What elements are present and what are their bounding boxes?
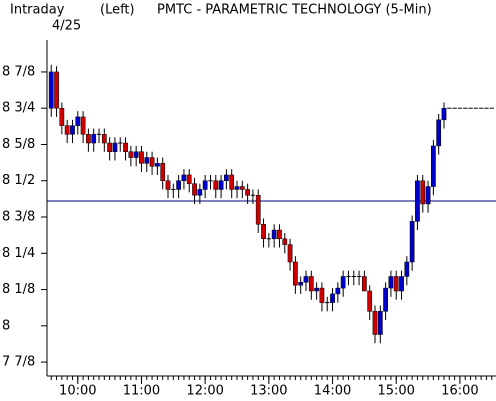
- candle-body: [234, 186, 240, 190]
- candle-body: [303, 276, 309, 283]
- x-tick-label: 14:00: [314, 384, 351, 399]
- y-tick-label: 8 1/8: [2, 282, 35, 297]
- candle-body: [239, 186, 245, 190]
- x-tick-label: 12:00: [186, 384, 223, 399]
- candle-body: [271, 229, 277, 240]
- candle-body: [218, 180, 224, 190]
- y-tick-label: 8 1/2: [2, 173, 35, 188]
- candle-body: [441, 107, 447, 121]
- candle-body: [330, 293, 335, 303]
- candle-body: [128, 151, 134, 158]
- candle-body: [436, 119, 442, 147]
- candle-body: [293, 261, 298, 286]
- candle-body: [107, 142, 112, 152]
- x-tick-label: 11:00: [123, 384, 160, 399]
- y-tick-label: 8: [2, 318, 10, 333]
- y-tick-label: 7 7/8: [2, 355, 35, 370]
- x-tick-label: 10:00: [59, 384, 96, 399]
- candle-body: [277, 229, 282, 240]
- x-tick-label: 16:00: [441, 384, 478, 399]
- candle-body: [340, 276, 346, 289]
- candle-body: [213, 180, 219, 190]
- candle-body: [261, 224, 266, 240]
- candle-body: [314, 287, 319, 292]
- candle-body: [388, 276, 394, 289]
- candle-body: [282, 238, 288, 245]
- candle-body: [399, 276, 404, 292]
- chart-date: 4/25: [52, 19, 81, 34]
- chart-title: PMTC - PARAMETRIC TECHNOLOGY (5-Min): [157, 3, 432, 18]
- candle-body: [101, 134, 107, 144]
- candle-body: [383, 287, 388, 312]
- candle-body: [155, 163, 160, 167]
- y-tick-label: 8 3/8: [2, 210, 35, 225]
- candle-body: [181, 174, 187, 181]
- candle-body: [415, 180, 420, 222]
- candle-body: [64, 125, 70, 135]
- candle-body: [149, 157, 155, 167]
- candle-body: [335, 287, 341, 295]
- candle-body: [75, 116, 81, 126]
- candle-body: [255, 195, 261, 225]
- candle-body: [70, 125, 75, 135]
- candle-body: [229, 174, 235, 190]
- candle-body: [186, 174, 192, 184]
- candle-body: [404, 261, 410, 277]
- x-tick-label: 13:00: [250, 384, 287, 399]
- candle-body: [431, 145, 436, 187]
- candle-body: [123, 142, 128, 152]
- y-tick-label: 8 3/4: [2, 101, 35, 116]
- candle-body: [420, 180, 426, 205]
- y-tick-label: 8 7/8: [2, 64, 35, 79]
- candle-body: [308, 276, 314, 292]
- candle-body: [176, 180, 181, 190]
- candle-body: [112, 142, 118, 152]
- candle-body: [80, 116, 86, 135]
- candle-body: [362, 276, 367, 292]
- candle-body: [393, 276, 399, 292]
- axis-side: (Left): [100, 3, 135, 18]
- candle-body: [59, 107, 65, 126]
- candle-body: [144, 157, 150, 164]
- chart-label: Intraday: [10, 3, 65, 18]
- candle-body: [48, 71, 54, 109]
- candle-body: [287, 244, 293, 263]
- candle-body: [160, 163, 166, 181]
- candle-body: [298, 282, 304, 286]
- candle-body: [425, 186, 431, 205]
- x-tick-label: 15:00: [377, 384, 414, 399]
- candle-body: [133, 151, 139, 158]
- candle-body: [54, 71, 59, 109]
- y-tick-label: 8 1/4: [2, 246, 35, 261]
- y-tick-label: 8 5/8: [2, 137, 35, 152]
- candle-body: [245, 189, 250, 196]
- candle-body: [319, 287, 325, 303]
- candle-body: [202, 180, 208, 190]
- candle-body: [367, 290, 373, 312]
- candle-body: [192, 183, 197, 196]
- candle-body: [224, 174, 229, 181]
- candle-body: [377, 311, 383, 335]
- candle-body: [165, 180, 171, 190]
- candle-body: [409, 221, 415, 263]
- candle-body: [139, 151, 144, 164]
- candle-body: [372, 311, 378, 335]
- candle-body: [91, 134, 97, 144]
- candle-body: [86, 134, 91, 144]
- candle-body: [197, 189, 203, 196]
